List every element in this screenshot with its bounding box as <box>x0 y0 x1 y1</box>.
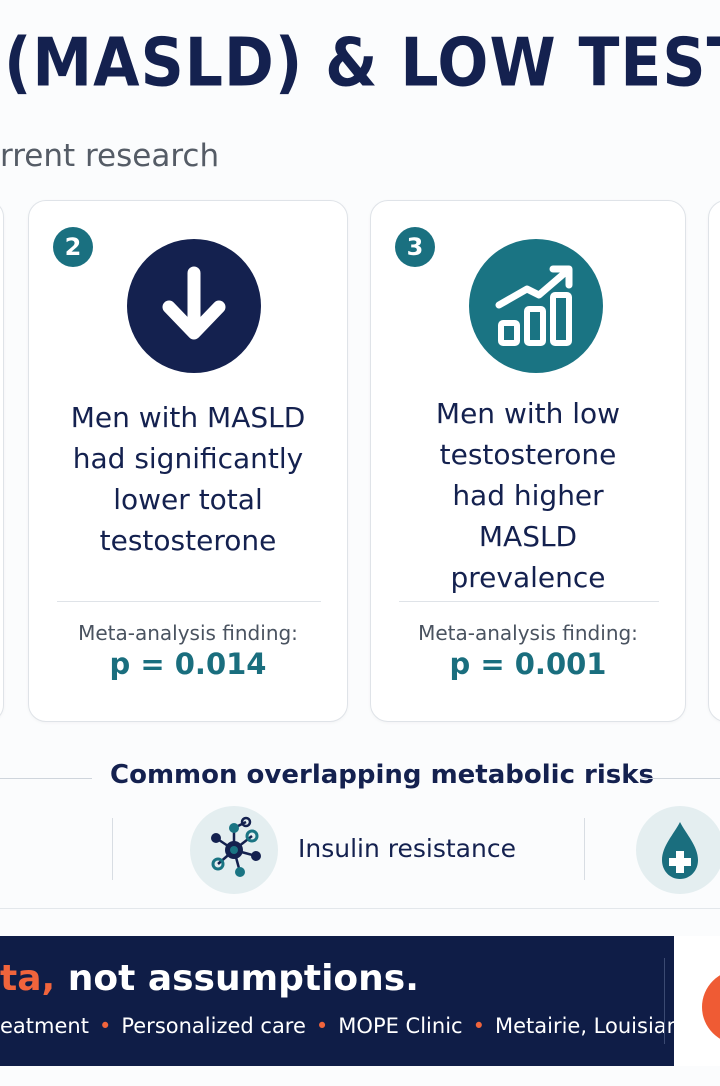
logo-circle-icon <box>702 970 720 1044</box>
finding-line: testosterone <box>439 438 617 471</box>
p-value: p = 0.001 <box>449 647 607 681</box>
meta-analysis-label: Meta-analysis finding: <box>78 621 298 645</box>
finding-text: Men with MASLD had significantly lower t… <box>39 397 337 561</box>
page-subtitle: rrent research <box>0 138 220 174</box>
p-value: p = 0.014 <box>109 647 267 681</box>
tagline-accent: ta, <box>0 958 56 999</box>
footer-divider <box>664 958 665 1044</box>
tagline-rest: not assumptions. <box>55 958 419 999</box>
meta-analysis-label: Meta-analysis finding: <box>418 621 638 645</box>
finding-card-1-partial <box>0 200 4 722</box>
risk-separator <box>112 818 113 880</box>
trending-up-bar-chart-icon <box>469 239 603 373</box>
finding-line: MASLD <box>478 520 578 553</box>
footer-detail: eatment <box>0 1014 89 1038</box>
footer-logo-area <box>674 936 720 1066</box>
finding-text: Men with low testosterone had higher MAS… <box>381 393 675 598</box>
footer-detail: Personalized care <box>121 1014 306 1038</box>
finding-card-2: 2 Men with MASLD had significantly lower… <box>28 200 348 722</box>
bullet-dot-icon: • <box>315 1014 329 1038</box>
finding-line: Men with MASLD <box>70 401 306 434</box>
footer-detail: Metairie, Louisiana <box>494 1014 693 1038</box>
finding-line: testosterone <box>99 524 277 557</box>
card-number-badge: 3 <box>395 227 435 267</box>
insulin-network-icon <box>190 806 278 894</box>
finding-line: had higher <box>452 479 604 512</box>
finding-line: had significantly <box>72 442 304 475</box>
bullet-dot-icon: • <box>98 1014 112 1038</box>
risks-heading: Common overlapping metabolic risks <box>110 760 655 790</box>
risk-label-insulin-resistance: Insulin resistance <box>298 834 516 863</box>
section-divider-right <box>640 778 720 779</box>
arrow-down-icon <box>127 239 261 373</box>
card-number-badge: 2 <box>53 227 93 267</box>
risk-separator <box>584 818 585 880</box>
blood-drop-plus-icon <box>636 806 720 894</box>
finding-line: prevalence <box>450 561 606 594</box>
finding-line: Men with low <box>435 397 621 430</box>
page-title: (MASLD) & LOW TESTOSTER <box>4 24 720 103</box>
finding-card-4-partial <box>708 200 720 722</box>
footer-detail: MOPE Clinic <box>338 1014 463 1038</box>
footer-tagline: ta, not assumptions. <box>0 958 419 999</box>
bullet-dot-icon: • <box>472 1014 485 1038</box>
footer-banner: ta, not assumptions. eatment • Personalize… <box>0 936 693 1066</box>
card-divider <box>57 601 321 602</box>
card-divider <box>399 601 659 602</box>
footer-details: eatment • Personalized care • MOPE Clinic • Me… <box>0 1014 693 1038</box>
finding-line: lower total <box>113 483 263 516</box>
section-divider-bottom <box>0 908 720 909</box>
section-divider-left <box>0 778 92 779</box>
finding-card-3: 3 Men with low testosterone had higher M… <box>370 200 686 722</box>
